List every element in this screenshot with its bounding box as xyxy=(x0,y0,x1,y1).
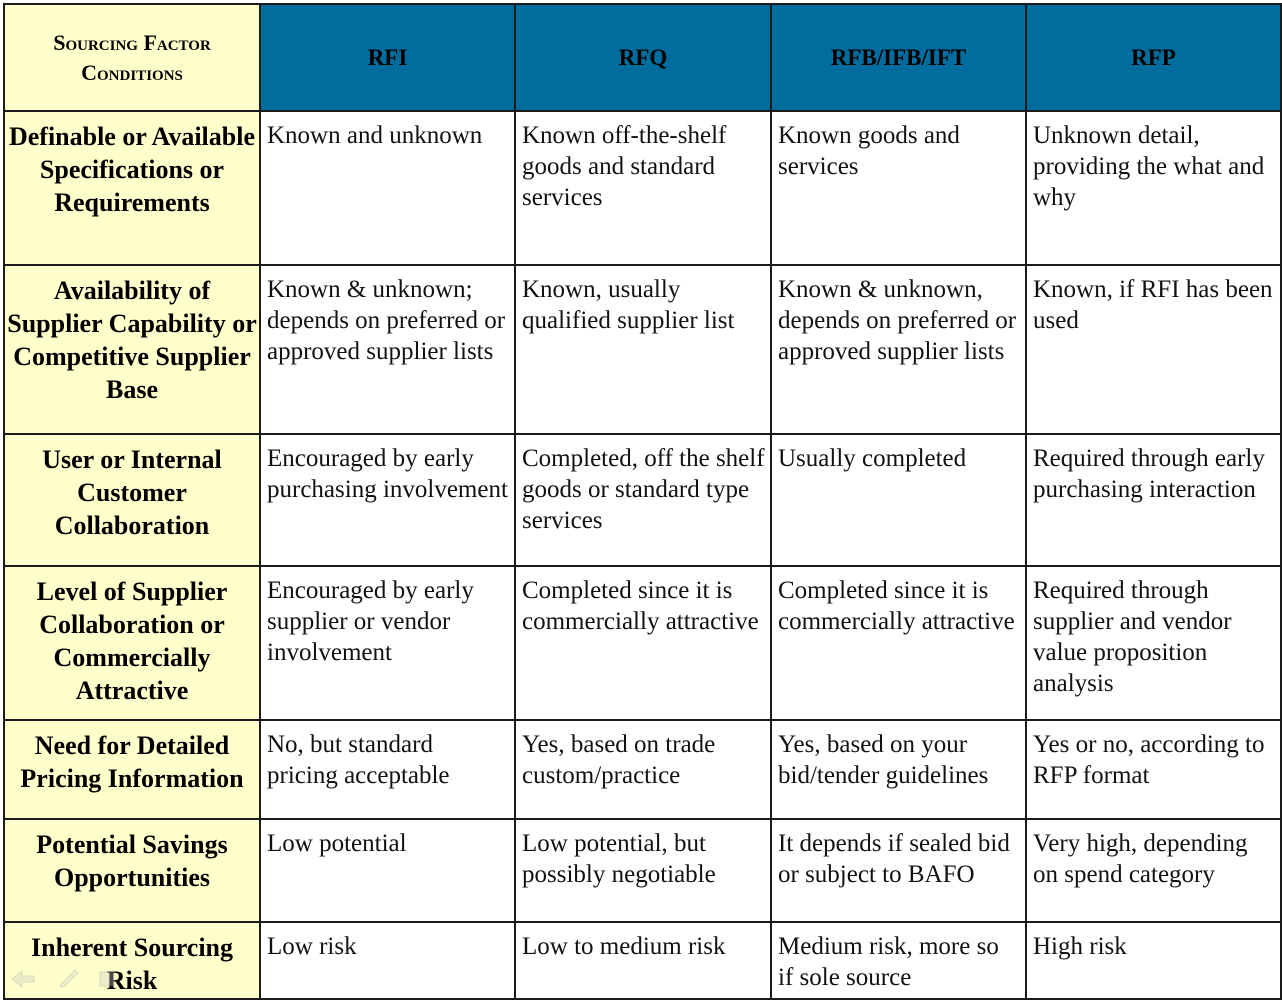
column-header-rfq: RFQ xyxy=(514,3,772,112)
table-cell: Known, usually qualified supplier list xyxy=(514,264,772,435)
row-header: Need for Detailed Pricing Information xyxy=(3,719,261,820)
table-cell: Yes, based on your bid/tender guidelines xyxy=(770,719,1027,820)
table-cell: Known off-the-shelf goods and standard s… xyxy=(514,110,772,266)
sourcing-comparison-table: Sourcing Factor Conditions RFI RFQ RFB/I… xyxy=(3,3,1282,1000)
table-cell: No, but standard pricing acceptable xyxy=(259,719,516,820)
table-cell: Known & unknown; depends on preferred or… xyxy=(259,264,516,435)
slide-navigation xyxy=(8,966,118,992)
table-cell: Encouraged by early purchasing involveme… xyxy=(259,433,516,567)
table-cell: Unknown detail, providing the what and w… xyxy=(1025,110,1282,266)
table-row: Potential Savings Opportunities Low pote… xyxy=(3,818,1282,923)
table-cell: Known & unknown, depends on preferred or… xyxy=(770,264,1027,435)
table-cell: Known goods and services xyxy=(770,110,1027,266)
table-cell: Completed, off the shelf goods or standa… xyxy=(514,433,772,567)
column-header-rfi: RFI xyxy=(259,3,516,112)
header-row: Sourcing Factor Conditions RFI RFQ RFB/I… xyxy=(3,3,1282,112)
row-header: Level of Supplier Collaboration or Comme… xyxy=(3,565,261,721)
table-cell: Low to medium risk xyxy=(514,921,772,1000)
table-cell: Yes, based on trade custom/practice xyxy=(514,719,772,820)
row-header: Potential Savings Opportunities xyxy=(3,818,261,923)
table-row: Availability of Supplier Capability or C… xyxy=(3,264,1282,435)
table-cell: Low potential, but possibly negotiable xyxy=(514,818,772,923)
pen-icon[interactable] xyxy=(59,969,79,988)
table-cell: Completed since it is commercially attra… xyxy=(770,565,1027,721)
table-cell: Low risk xyxy=(259,921,516,1000)
table-row: User or Internal Customer Collaboration … xyxy=(3,433,1282,567)
table-cell: It depends if sealed bid or subject to B… xyxy=(770,818,1027,923)
menu-icon[interactable] xyxy=(99,971,115,987)
table-row: Level of Supplier Collaboration or Comme… xyxy=(3,565,1282,721)
table-cell: Known and unknown xyxy=(259,110,516,266)
table-cell: Required through supplier and vendor val… xyxy=(1025,565,1282,721)
table-cell: Low potential xyxy=(259,818,516,923)
table-cell: Encouraged by early supplier or vendor i… xyxy=(259,565,516,721)
table-cell: Required through early purchasing intera… xyxy=(1025,433,1282,567)
column-header-rfp: RFP xyxy=(1025,3,1282,112)
table-row: Inherent Sourcing Risk Low risk Low to m… xyxy=(3,921,1282,1000)
corner-header: Sourcing Factor Conditions xyxy=(3,3,261,112)
row-header: User or Internal Customer Collaboration xyxy=(3,433,261,567)
row-header: Availability of Supplier Capability or C… xyxy=(3,264,261,435)
table-cell: Yes or no, according to RFP format xyxy=(1025,719,1282,820)
table-cell: Very high, depending on spend category xyxy=(1025,818,1282,923)
table-row: Need for Detailed Pricing Information No… xyxy=(3,719,1282,820)
table-cell: Completed since it is commercially attra… xyxy=(514,565,772,721)
sourcing-table-container: Sourcing Factor Conditions RFI RFQ RFB/I… xyxy=(3,3,1282,1000)
table-cell: Usually completed xyxy=(770,433,1027,567)
table-cell: Medium risk, more so if sole source xyxy=(770,921,1027,1000)
table-row: Definable or Available Specifications or… xyxy=(3,110,1282,266)
table-cell: Known, if RFI has been used xyxy=(1025,264,1282,435)
table-cell: High risk xyxy=(1025,921,1282,1000)
row-header: Definable or Available Specifications or… xyxy=(3,110,261,266)
column-header-rfb: RFB/IFB/IFT xyxy=(770,3,1027,112)
row-header: Inherent Sourcing Risk xyxy=(3,921,261,1000)
back-arrow-icon[interactable] xyxy=(11,969,35,989)
